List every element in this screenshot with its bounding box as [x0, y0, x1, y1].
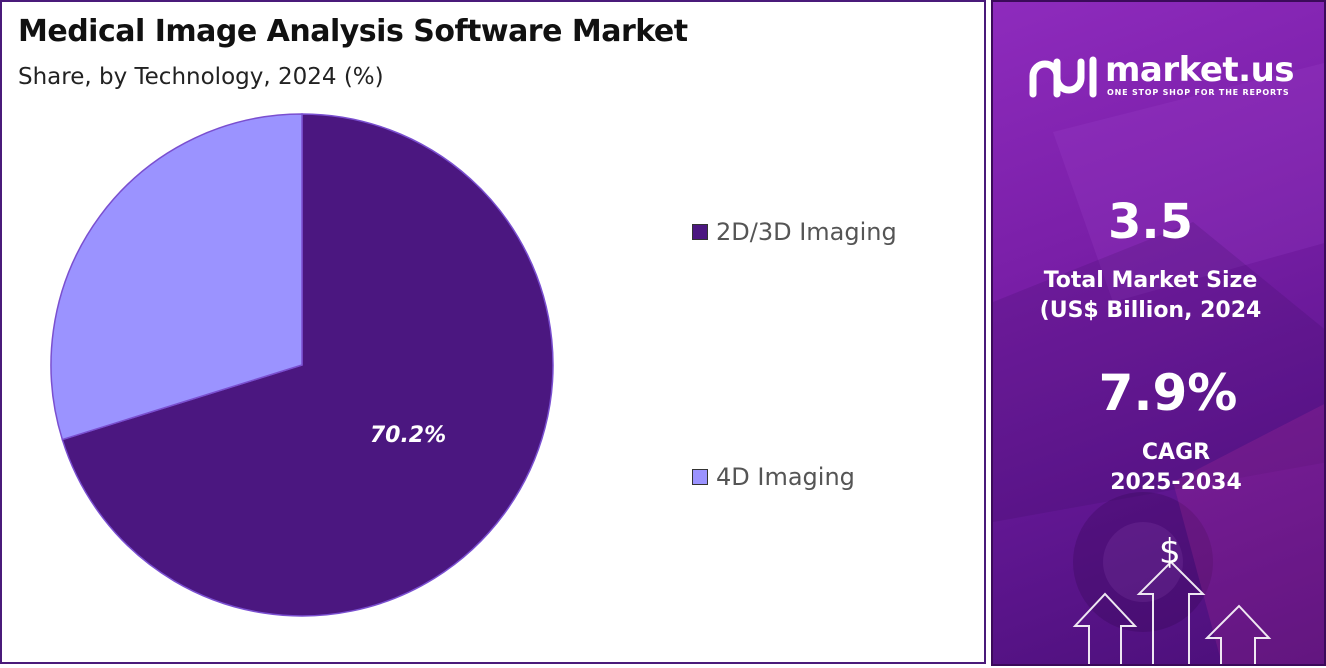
cagr-value: 7.9% [1098, 364, 1238, 422]
pie-slice-1 [50, 113, 303, 441]
legend-swatch-4d [692, 469, 708, 485]
chart-panel: Medical Image Analysis Software Market S… [0, 0, 986, 664]
legend-label-2d3d: 2D/3D Imaging [716, 218, 897, 246]
logo-text: market.us [1105, 50, 1295, 90]
background-graphic [993, 63, 1324, 664]
arrow-up-icon [1072, 560, 1272, 664]
market-size-label-line2: (US$ Billion, 2024 [1039, 298, 1262, 323]
logo-tagline: ONE STOP SHOP FOR THE REPORTS [1107, 88, 1290, 97]
pie-slice-0 [61, 113, 554, 617]
cagr-label-line2: 2025-2034 [1110, 470, 1242, 495]
summary-panel: market.us ONE STOP SHOP FOR THE REPORTS … [991, 0, 1326, 666]
chart-subtitle: Share, by Technology, 2024 (%) [18, 64, 384, 90]
market-size-value: 3.5 [1107, 194, 1194, 250]
pie-chart: 70.2% [50, 113, 554, 617]
pie-data-label-0: 70.2% [370, 423, 446, 448]
growth-arrows-graphic [1072, 560, 1272, 664]
cagr-label-line1: CAGR [1141, 440, 1211, 465]
chart-title: Medical Image Analysis Software Market [18, 14, 688, 49]
legend-swatch-2d3d [692, 224, 708, 240]
legend-label-4d: 4D Imaging [716, 463, 855, 491]
logo-icon [1029, 56, 1097, 98]
legend-item-2d3d: 2D/3D Imaging [692, 218, 897, 246]
market-size-label-line1: Total Market Size [1043, 268, 1258, 293]
legend-item-4d: 4D Imaging [692, 463, 855, 491]
dollar-icon: $ [1159, 532, 1181, 572]
